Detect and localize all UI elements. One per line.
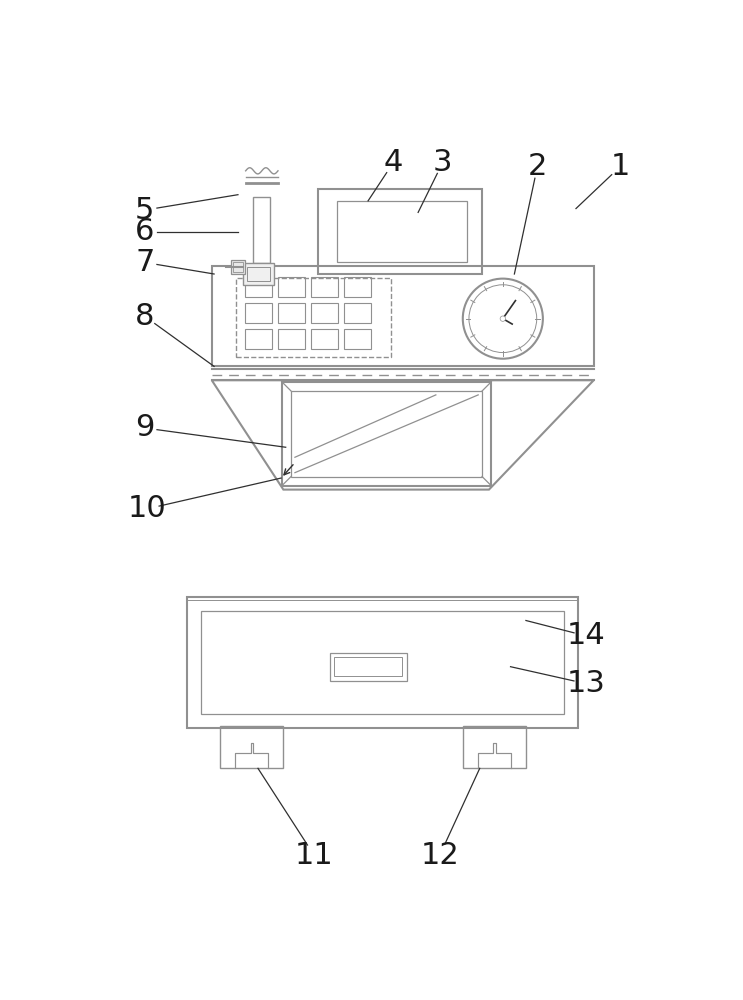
Text: 1: 1 xyxy=(611,152,630,181)
Bar xyxy=(187,597,577,728)
Bar xyxy=(311,277,338,297)
Text: 14: 14 xyxy=(567,621,606,650)
Bar xyxy=(245,277,272,297)
Bar xyxy=(245,303,272,323)
Bar xyxy=(220,726,283,768)
Bar xyxy=(278,303,305,323)
Text: 5: 5 xyxy=(135,196,155,225)
Text: 10: 10 xyxy=(128,494,166,523)
Bar xyxy=(278,329,305,349)
Bar xyxy=(334,657,402,676)
Bar xyxy=(330,653,406,681)
Text: 9: 9 xyxy=(135,414,155,442)
Bar xyxy=(278,277,305,297)
Text: 8: 8 xyxy=(135,302,155,331)
Circle shape xyxy=(500,316,505,321)
Bar xyxy=(201,611,564,714)
Bar xyxy=(344,303,372,323)
Bar xyxy=(344,277,372,297)
Text: 3: 3 xyxy=(433,148,452,177)
Text: 12: 12 xyxy=(421,841,459,870)
Text: 11: 11 xyxy=(295,841,334,870)
Bar xyxy=(212,266,594,366)
Bar xyxy=(311,329,338,349)
Text: 2: 2 xyxy=(528,152,547,181)
Bar xyxy=(231,260,245,274)
Bar xyxy=(463,726,526,768)
Text: 13: 13 xyxy=(567,669,606,698)
Text: 6: 6 xyxy=(135,217,155,246)
Bar xyxy=(282,382,491,486)
Text: 4: 4 xyxy=(384,148,403,177)
Bar xyxy=(236,278,391,357)
Bar xyxy=(233,262,242,272)
Bar xyxy=(244,263,274,285)
Bar xyxy=(247,267,270,281)
Bar xyxy=(291,391,482,477)
Text: 7: 7 xyxy=(135,248,155,277)
Bar xyxy=(337,201,467,262)
Bar xyxy=(245,329,272,349)
Bar xyxy=(253,197,270,263)
Bar xyxy=(318,189,482,274)
Bar xyxy=(311,303,338,323)
Bar xyxy=(344,329,372,349)
